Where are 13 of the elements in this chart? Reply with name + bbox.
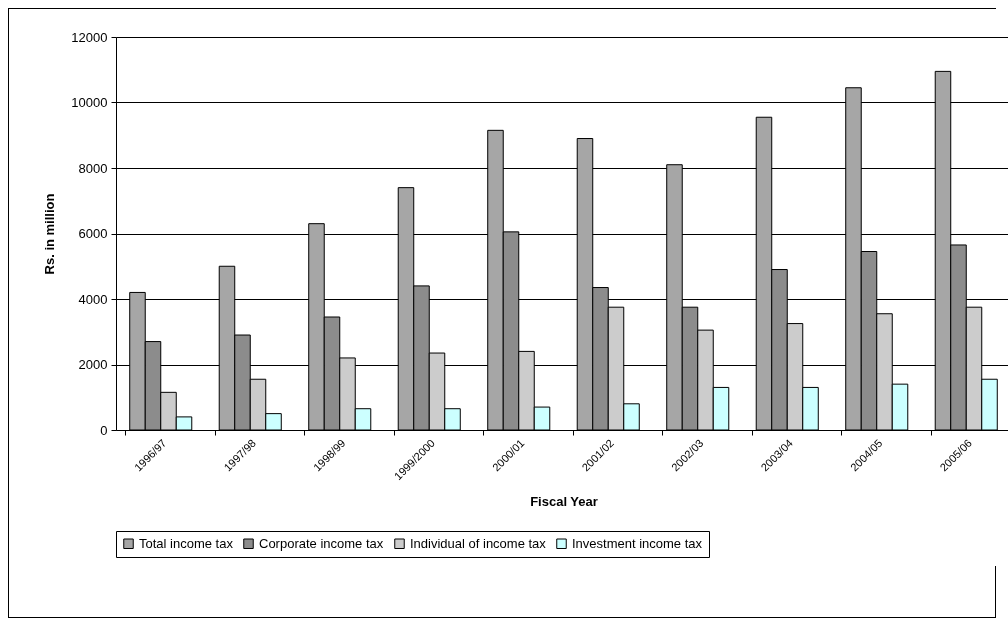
- y-tick-label: 2000: [78, 357, 108, 372]
- legend-label: Individual of income tax: [410, 535, 547, 551]
- y-axis-title: Rs. in million: [42, 193, 58, 275]
- y-tick-label: 12000: [71, 29, 108, 45]
- x-axis-title: Fiscal Year: [530, 494, 598, 510]
- y-tick-label: 6000: [78, 226, 108, 241]
- y-tick-label: 10000: [71, 95, 108, 110]
- y-tick-label: 0: [100, 422, 108, 438]
- y-tick-label: 8000: [78, 160, 108, 176]
- y-tick-label: 4000: [78, 291, 108, 307]
- legend-label: Corporate income tax: [259, 535, 384, 551]
- legend-label: Investment income tax: [572, 535, 703, 551]
- legend-label: Total income tax: [139, 535, 234, 551]
